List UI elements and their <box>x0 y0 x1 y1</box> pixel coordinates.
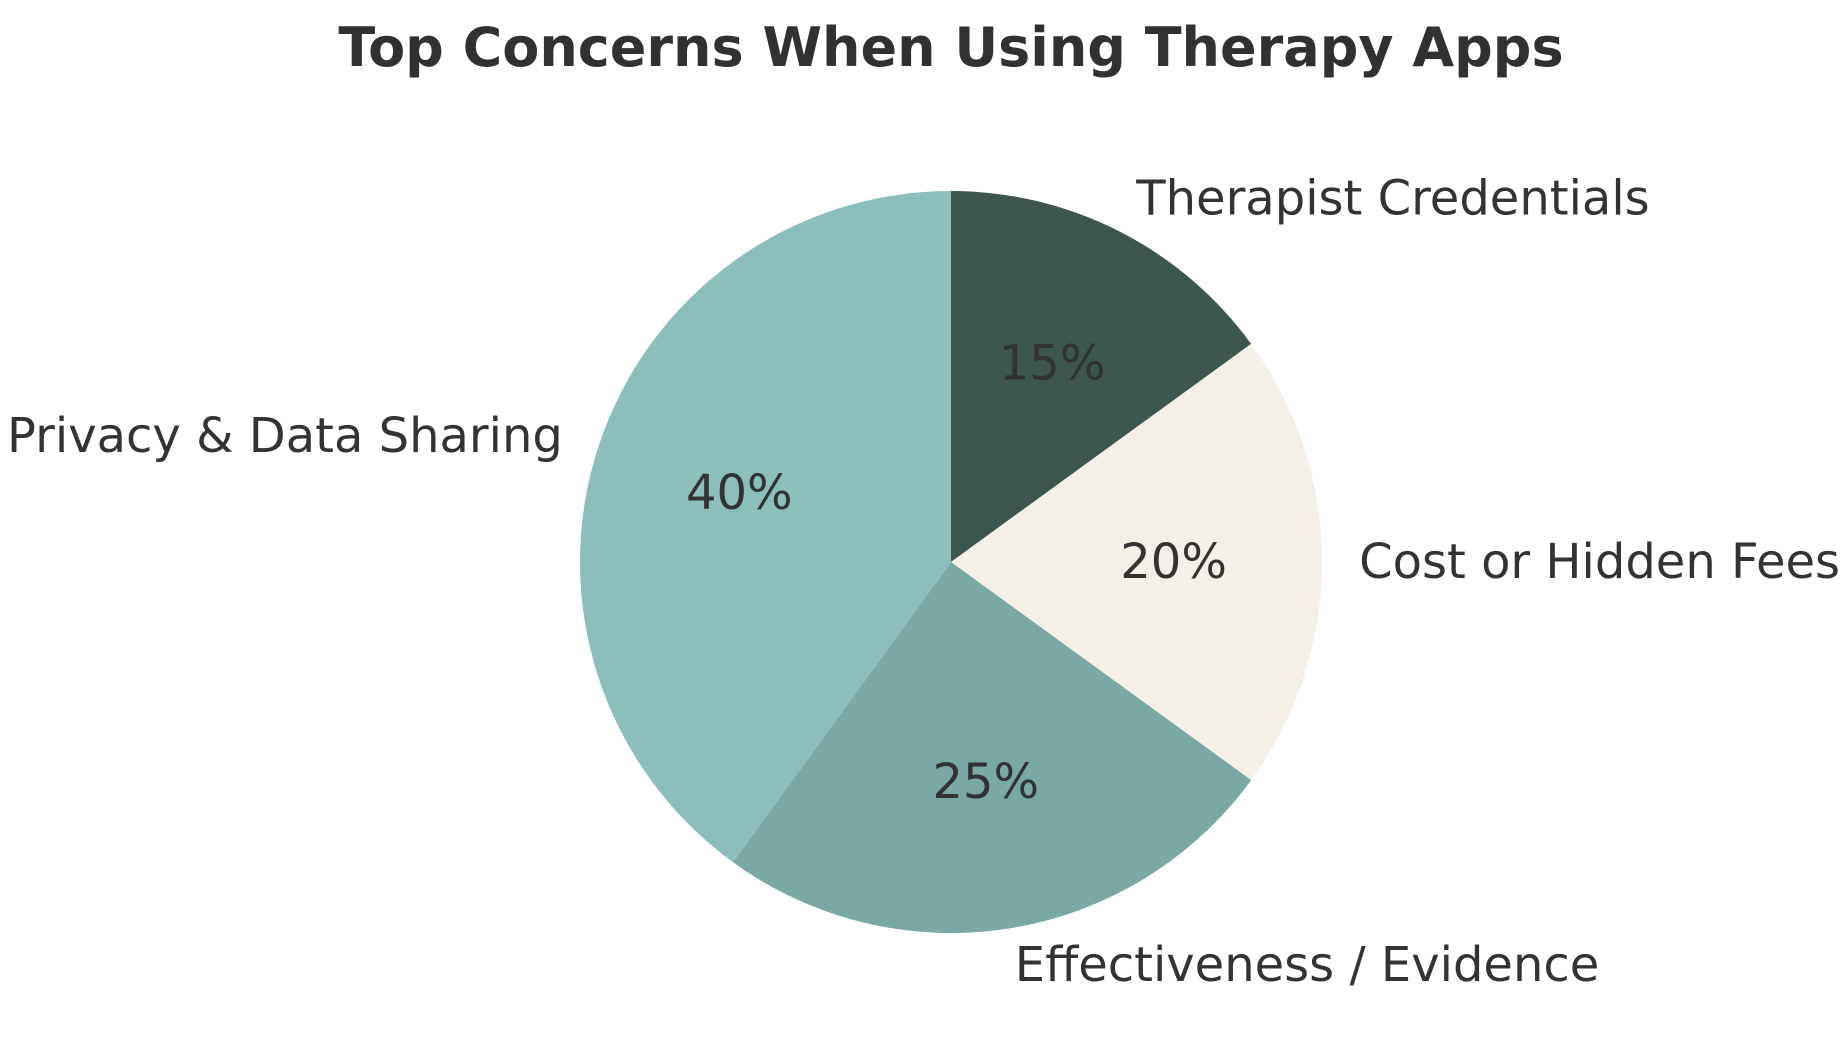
pie-percent-label-privacy-data-sharing: 40% <box>686 465 793 521</box>
pie-percent-label-therapist-credentials: 15% <box>999 336 1106 392</box>
pie-slice-effectiveness-evidence <box>732 562 1252 934</box>
pie-category-label-cost-or-hidden-fees: Cost or Hidden Fees <box>1359 534 1840 590</box>
pie-percent-label-effectiveness-evidence: 25% <box>932 754 1039 810</box>
pie-category-label-therapist-credentials: Therapist Credentials <box>1135 170 1649 226</box>
pie-slice-therapist-credentials <box>951 191 1252 562</box>
pie-category-label-privacy-data-sharing: Privacy & Data Sharing <box>7 408 563 464</box>
pie-slice-cost-or-hidden-fees <box>951 343 1323 781</box>
pie-category-label-effectiveness-evidence: Effectiveness / Evidence <box>1015 937 1599 993</box>
chart-title: Top Concerns When Using Therapy Apps <box>338 16 1564 79</box>
pie-percent-label-cost-or-hidden-fees: 20% <box>1120 534 1227 590</box>
pie-slice-privacy-data-sharing <box>579 190 951 863</box>
